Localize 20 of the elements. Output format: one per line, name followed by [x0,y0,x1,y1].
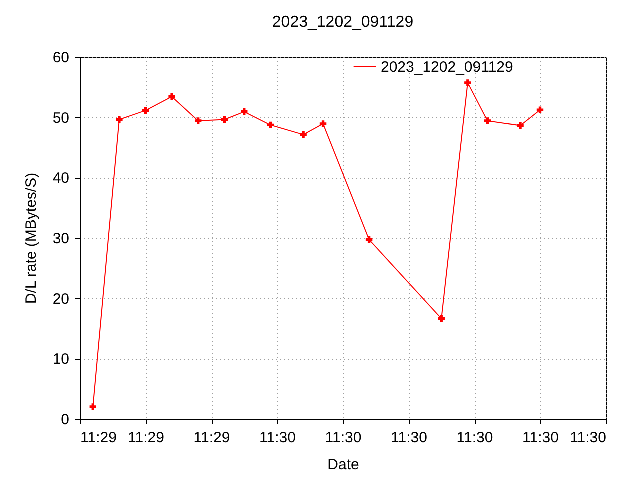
chart-title: 2023_1202_091129 [272,14,414,31]
legend-label: 2023_1202_091129 [381,59,514,76]
x-tick-label: 11:30 [570,430,606,446]
x-tick-label: 11:29 [80,430,117,446]
x-tick-label: 11:30 [391,430,428,446]
x-tick-label: 11:30 [522,430,559,446]
x-tick-label: 11:30 [260,430,296,446]
y-axis-title: D/L rate (MBytes/S) [22,172,40,304]
x-tick-label: 11:30 [456,430,494,446]
y-tick-label: 60 [52,50,70,66]
y-tick-label: 10 [52,351,70,368]
x-axis-title: Date [328,456,360,474]
y-tick-label: 30 [52,230,70,248]
x-tick-label: 11:30 [325,430,362,446]
x-tick-label: 11:29 [128,430,164,446]
y-tick-label: 20 [52,290,70,308]
y-tick-label: 0 [61,412,70,428]
x-tick-label: 11:29 [194,430,230,446]
y-tick-label: 40 [52,170,70,188]
y-tick-label: 50 [52,110,70,127]
